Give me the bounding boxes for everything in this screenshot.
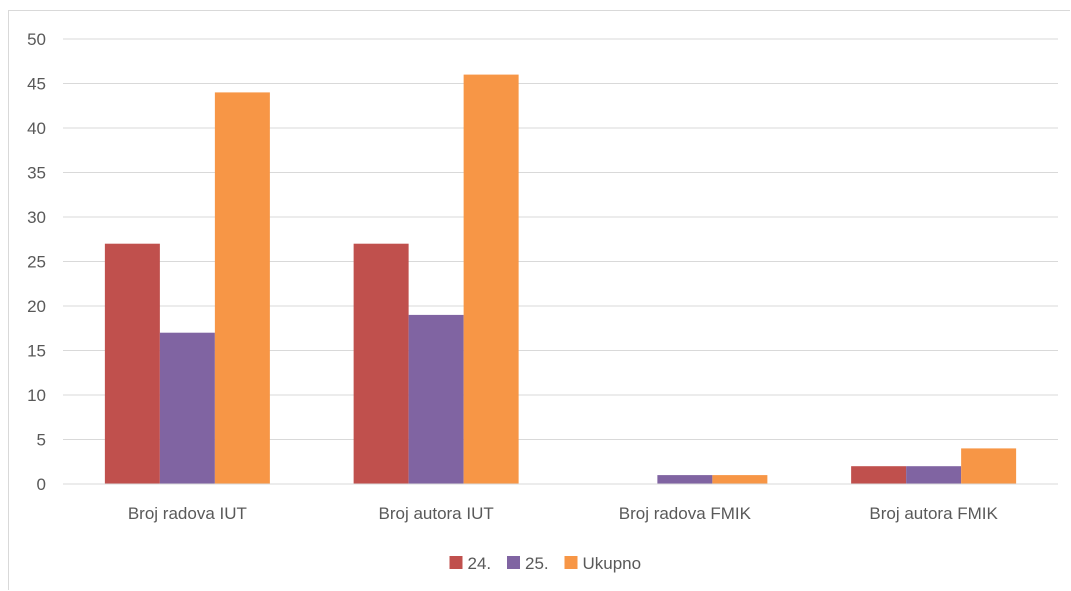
bar-25-1 xyxy=(408,314,464,484)
x-tick-label: Broj radova FMIK xyxy=(619,504,752,523)
y-tick-label: 40 xyxy=(27,119,46,138)
bar-Ukupno-3 xyxy=(961,448,1017,484)
y-tick-label: 10 xyxy=(27,386,46,405)
x-tick-label: Broj autora FMIK xyxy=(869,504,998,523)
legend-item: 25. xyxy=(507,554,549,573)
legend-swatch xyxy=(507,556,520,569)
y-tick-label: 15 xyxy=(27,342,46,361)
y-tick-label: 25 xyxy=(27,253,46,272)
bar-Ukupno-0 xyxy=(214,92,270,485)
bar-Ukupno-1 xyxy=(463,74,519,484)
bar-25-0 xyxy=(159,332,215,484)
bar-25-2 xyxy=(657,475,713,484)
y-tick-label: 0 xyxy=(37,475,46,494)
bar-25-3 xyxy=(906,466,962,484)
y-tick-label: 5 xyxy=(37,431,46,450)
bars xyxy=(104,74,1017,485)
y-tick-label: 20 xyxy=(27,297,46,316)
bar-24-0 xyxy=(104,243,160,484)
y-axis-ticks: 0 5 10 15 20 25 30 35 40 45 50 xyxy=(27,30,46,494)
x-tick-label: Broj autora IUT xyxy=(378,504,493,523)
x-tick-label: Broj radova IUT xyxy=(128,504,247,523)
legend-label: Ukupno xyxy=(583,554,642,573)
y-tick-label: 35 xyxy=(27,164,46,183)
legend-label: 24. xyxy=(468,554,492,573)
bar-24-3 xyxy=(851,466,907,484)
y-tick-label: 45 xyxy=(27,75,46,94)
y-tick-label: 30 xyxy=(27,208,46,227)
legend-label: 25. xyxy=(525,554,549,573)
chart-frame xyxy=(8,10,1070,590)
legend-swatch xyxy=(564,556,578,569)
gridlines xyxy=(63,38,1058,440)
x-axis-ticks: Broj radova IUT Broj autora IUT Broj radov… xyxy=(128,504,999,523)
legend-item: 24. xyxy=(449,554,492,573)
legend-item: Ukupno xyxy=(564,554,642,573)
legend-swatch xyxy=(449,556,463,569)
bar-Ukupno-2 xyxy=(712,475,768,484)
y-tick-label: 50 xyxy=(27,30,46,49)
bar-24-1 xyxy=(353,243,409,484)
legend: 24. 25. Ukupno xyxy=(449,554,642,573)
